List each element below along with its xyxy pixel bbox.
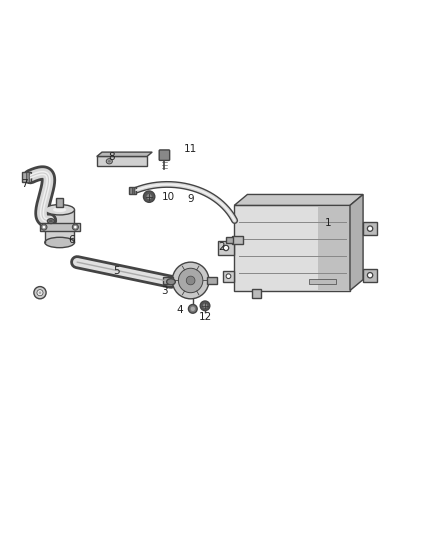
Text: 6: 6 [69,235,75,245]
Bar [207,277,217,284]
Bar [45,210,74,243]
Circle shape [367,272,373,278]
Bar [21,172,31,182]
Circle shape [74,226,77,229]
Text: 4: 4 [177,305,183,315]
Bar [252,289,261,298]
Bar [318,205,350,290]
Text: 8: 8 [109,152,115,163]
FancyBboxPatch shape [363,222,377,235]
Circle shape [41,224,47,230]
FancyBboxPatch shape [159,150,170,160]
Circle shape [39,292,41,294]
Circle shape [226,274,231,278]
Bar [232,236,243,244]
Bar [310,279,336,284]
Bar [56,198,63,207]
Bar [132,187,134,193]
Ellipse shape [45,237,74,248]
Ellipse shape [108,160,111,163]
FancyBboxPatch shape [234,205,350,290]
Circle shape [369,227,371,230]
Polygon shape [234,195,363,205]
Ellipse shape [53,207,66,212]
Text: 12: 12 [199,312,212,322]
Ellipse shape [45,205,74,215]
Ellipse shape [166,279,175,285]
Circle shape [188,304,197,313]
Polygon shape [97,152,152,157]
Circle shape [223,245,229,251]
Ellipse shape [106,159,113,164]
Bar [39,223,80,231]
Circle shape [200,301,210,311]
Text: 7: 7 [21,179,28,189]
Text: 5: 5 [113,266,120,276]
Circle shape [225,247,227,249]
Circle shape [72,224,78,230]
Circle shape [172,262,209,299]
Text: 9: 9 [187,194,194,204]
Circle shape [37,289,43,296]
FancyBboxPatch shape [223,271,234,282]
Circle shape [42,226,45,229]
FancyBboxPatch shape [363,269,377,282]
Circle shape [369,274,371,277]
Ellipse shape [49,220,53,222]
Circle shape [203,304,207,308]
Circle shape [178,268,203,293]
Bar [226,237,233,243]
Circle shape [144,191,155,203]
Bar [162,277,173,285]
Bar [129,187,136,193]
Text: 2: 2 [218,242,225,252]
Circle shape [227,275,230,277]
Circle shape [186,276,195,285]
Polygon shape [350,195,363,290]
Bar [26,172,28,182]
Circle shape [191,306,195,311]
FancyBboxPatch shape [218,241,234,255]
Ellipse shape [47,219,54,223]
Circle shape [34,287,46,299]
Text: 3: 3 [161,286,168,295]
Circle shape [367,226,373,231]
Text: 11: 11 [184,143,197,154]
Text: 10: 10 [162,192,175,201]
Circle shape [147,194,152,199]
Polygon shape [97,157,147,166]
Text: 1: 1 [325,218,332,228]
